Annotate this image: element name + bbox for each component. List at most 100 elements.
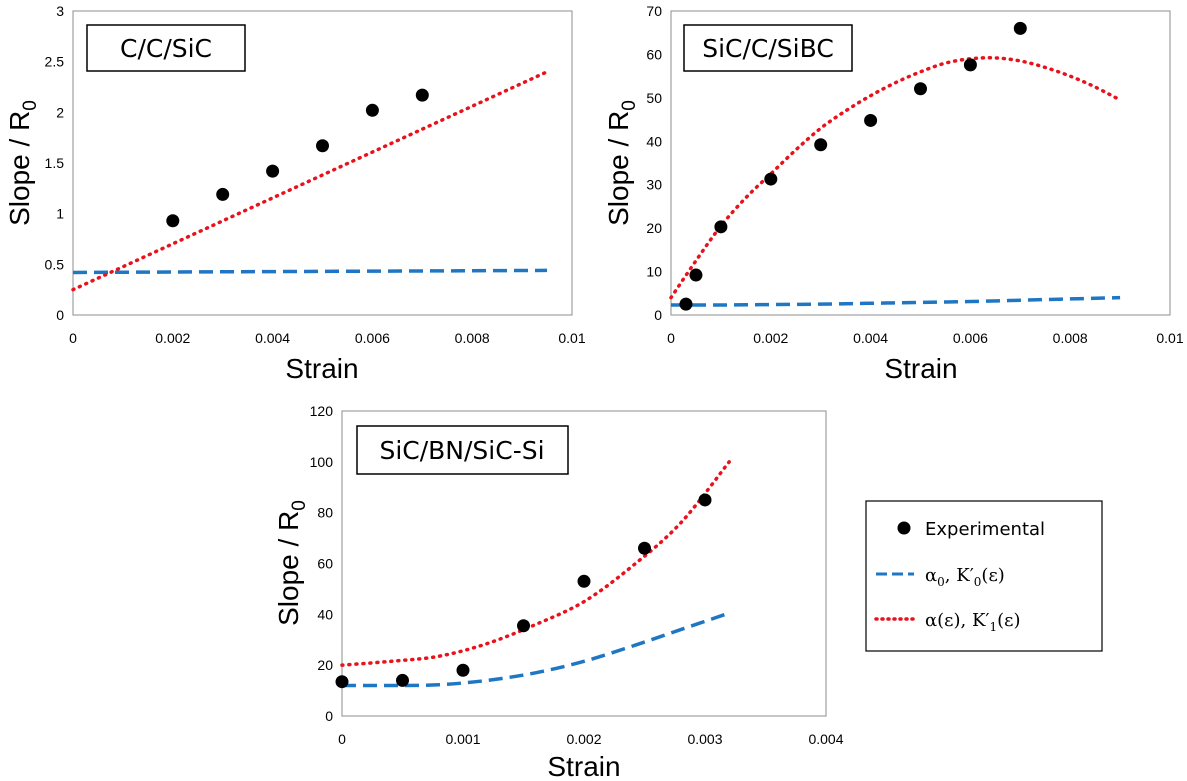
y-tick-label: 60 — [646, 46, 662, 62]
y-tick-label: 3 — [56, 3, 64, 19]
x-tick-label: 0.001 — [445, 731, 480, 747]
data-point-experimental — [335, 675, 349, 689]
x-tick-label: 0 — [667, 330, 675, 346]
legend-alpha0-end: (ε) — [981, 565, 1004, 586]
series-group-3 — [335, 460, 731, 689]
y-axis-title-main-1: Slope / R — [4, 111, 35, 226]
legend-label-alpha-eps: α(ε), K′1(ε) — [925, 610, 1021, 634]
x-tick-label: 0.01 — [1156, 330, 1183, 346]
y-tick-label: 10 — [646, 264, 662, 280]
data-point-experimental — [415, 88, 429, 102]
x-tick-label: 0.002 — [566, 731, 601, 747]
data-point-experimental — [365, 103, 379, 117]
y-tick-label: 120 — [310, 403, 334, 419]
y-axis-title-2: Slope / R0 — [603, 100, 640, 226]
y-axis-title-sub-3: 0 — [289, 500, 310, 511]
series-line-alpha0 — [341, 611, 730, 688]
y-tick-label: 60 — [317, 556, 333, 572]
y-axis-title-3: Slope / R0 — [273, 500, 310, 626]
data-point-experimental — [679, 297, 693, 311]
data-point-experimental — [764, 172, 778, 186]
y-tick-label: 70 — [646, 3, 662, 19]
data-point-experimental — [814, 138, 828, 152]
series-line-alpha0 — [72, 268, 548, 275]
x-tick-label: 0.006 — [355, 330, 390, 346]
data-point-experimental — [456, 663, 470, 677]
ticks-group-1: 0 0.002 0.004 0.006 0.008 0.01 0 0.5 1 1.5 2 2.5 3 — [45, 3, 586, 346]
x-tick-label: 0.002 — [753, 330, 788, 346]
y-tick-label: 20 — [646, 220, 662, 236]
panel-2: 0 0.002 0.004 0.006 0.008 0.01 0 10 20 30 40 50 60 70… — [603, 3, 1184, 384]
data-point-experimental — [914, 82, 927, 96]
legend-marker-experimental — [897, 521, 911, 535]
ticks-group-3: 0 0.001 0.002 0.003 0.004 0 20 40 60 80 100 120 — [310, 403, 844, 747]
title-box-2 — [683, 24, 853, 72]
legend-alpha0-sub2: 0 — [974, 575, 982, 589]
x-tick-label: 0.002 — [155, 330, 190, 346]
x-tick-label: 0.01 — [558, 330, 585, 346]
y-tick-label: 50 — [646, 90, 662, 106]
legend-alpha-eps-sub2: 1 — [990, 620, 998, 634]
y-tick-label: 20 — [317, 657, 333, 673]
legend-alpha0-rest: , K′ — [945, 565, 974, 586]
y-axis-title-main-3: Slope / R — [273, 511, 304, 626]
series-line-alpha0 — [670, 295, 1121, 307]
y-tick-label: 80 — [317, 505, 333, 521]
x-tick-label: 0.004 — [853, 330, 888, 346]
panel-1: 0 0.002 0.004 0.006 0.008 0.01 0 0.5 1 1.5 2 2.5 3 C… — [4, 3, 586, 384]
x-axis-title-1: Strain — [285, 353, 358, 384]
y-axis-title-main-2: Slope / R — [603, 111, 634, 226]
y-tick-label: 100 — [310, 454, 334, 470]
plot-area-3 — [341, 410, 827, 717]
y-tick-label: 40 — [317, 606, 333, 622]
data-point-experimental — [396, 673, 409, 687]
legend-alpha0-sub: 0 — [937, 575, 945, 589]
x-axis-title-3: Strain — [547, 751, 620, 781]
x-tick-label: 0.008 — [1053, 330, 1088, 346]
x-tick-label: 0.008 — [455, 330, 490, 346]
data-point-experimental — [1013, 21, 1027, 35]
title-box-3 — [356, 425, 569, 475]
x-tick-label: 0.006 — [953, 330, 988, 346]
series-line-alpha-eps — [340, 460, 731, 667]
y-tick-label: 0 — [654, 307, 662, 323]
data-point-experimental — [166, 214, 180, 228]
plot-area-1 — [72, 10, 573, 316]
x-tick-label: 0.004 — [808, 731, 843, 747]
data-point-experimental — [714, 220, 728, 234]
data-point-experimental — [698, 493, 712, 507]
legend-label-experimental: Experimental — [925, 519, 1045, 540]
legend-label-alpha0: α0, K′0(ε) — [925, 565, 1005, 589]
y-tick-label: 30 — [646, 177, 662, 193]
x-tick-label: 0.004 — [255, 330, 290, 346]
legend-alpha-eps-main: α(ε), K′ — [925, 610, 990, 631]
series-line-alpha-eps — [669, 56, 1122, 300]
y-tick-label: 0.5 — [45, 256, 65, 272]
y-tick-label: 0 — [56, 307, 64, 323]
series-line-alpha-eps — [71, 70, 549, 292]
panel-3: 0 0.001 0.002 0.003 0.004 0 20 40 60 80 100 120 SiC… — [273, 403, 844, 781]
y-axis-title-1: Slope / R0 — [4, 100, 41, 226]
data-point-experimental — [316, 139, 329, 153]
data-point-experimental — [517, 619, 530, 633]
y-tick-label: 1 — [56, 206, 64, 222]
data-point-experimental — [577, 574, 591, 588]
ticks-group-2: 0 0.002 0.004 0.006 0.008 0.01 0 10 20 30 40 50 60 70 — [646, 3, 1183, 346]
plot-area-2 — [670, 10, 1171, 316]
x-tick-label: 0 — [69, 330, 77, 346]
y-tick-label: 2 — [56, 104, 64, 120]
data-point-experimental — [216, 187, 230, 201]
chart-title-1: C/C/SiC — [120, 34, 212, 63]
y-tick-label: 2.5 — [45, 54, 65, 70]
legend-alpha-eps-end: (ε) — [997, 610, 1020, 631]
y-axis-title-sub-2: 0 — [619, 100, 640, 111]
series-group-2 — [669, 21, 1122, 311]
chart-title-3: SiC/BN/SiC-Si — [379, 436, 544, 465]
title-box-1 — [86, 24, 246, 72]
data-point-experimental — [638, 541, 651, 555]
y-tick-label: 1.5 — [45, 155, 65, 171]
chart-title-2: SiC/C/SiBC — [702, 34, 834, 63]
data-point-experimental — [864, 113, 878, 127]
x-tick-label: 0 — [338, 731, 346, 747]
